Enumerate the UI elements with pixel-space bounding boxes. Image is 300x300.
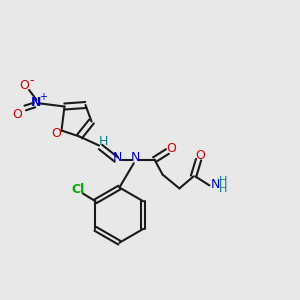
- Text: N: N: [31, 95, 41, 109]
- Text: O: O: [167, 142, 176, 155]
- Text: H: H: [218, 184, 227, 194]
- Text: -: -: [30, 74, 34, 87]
- Text: O: O: [51, 127, 61, 140]
- Text: +: +: [40, 92, 47, 102]
- Text: H: H: [218, 176, 227, 186]
- Text: Cl: Cl: [71, 183, 85, 196]
- Text: O: O: [19, 79, 29, 92]
- Text: N: N: [131, 151, 140, 164]
- Text: N: N: [211, 178, 220, 191]
- Text: O: O: [195, 149, 205, 162]
- Text: O: O: [12, 107, 22, 121]
- Text: H: H: [99, 135, 108, 148]
- Text: N: N: [113, 151, 123, 164]
